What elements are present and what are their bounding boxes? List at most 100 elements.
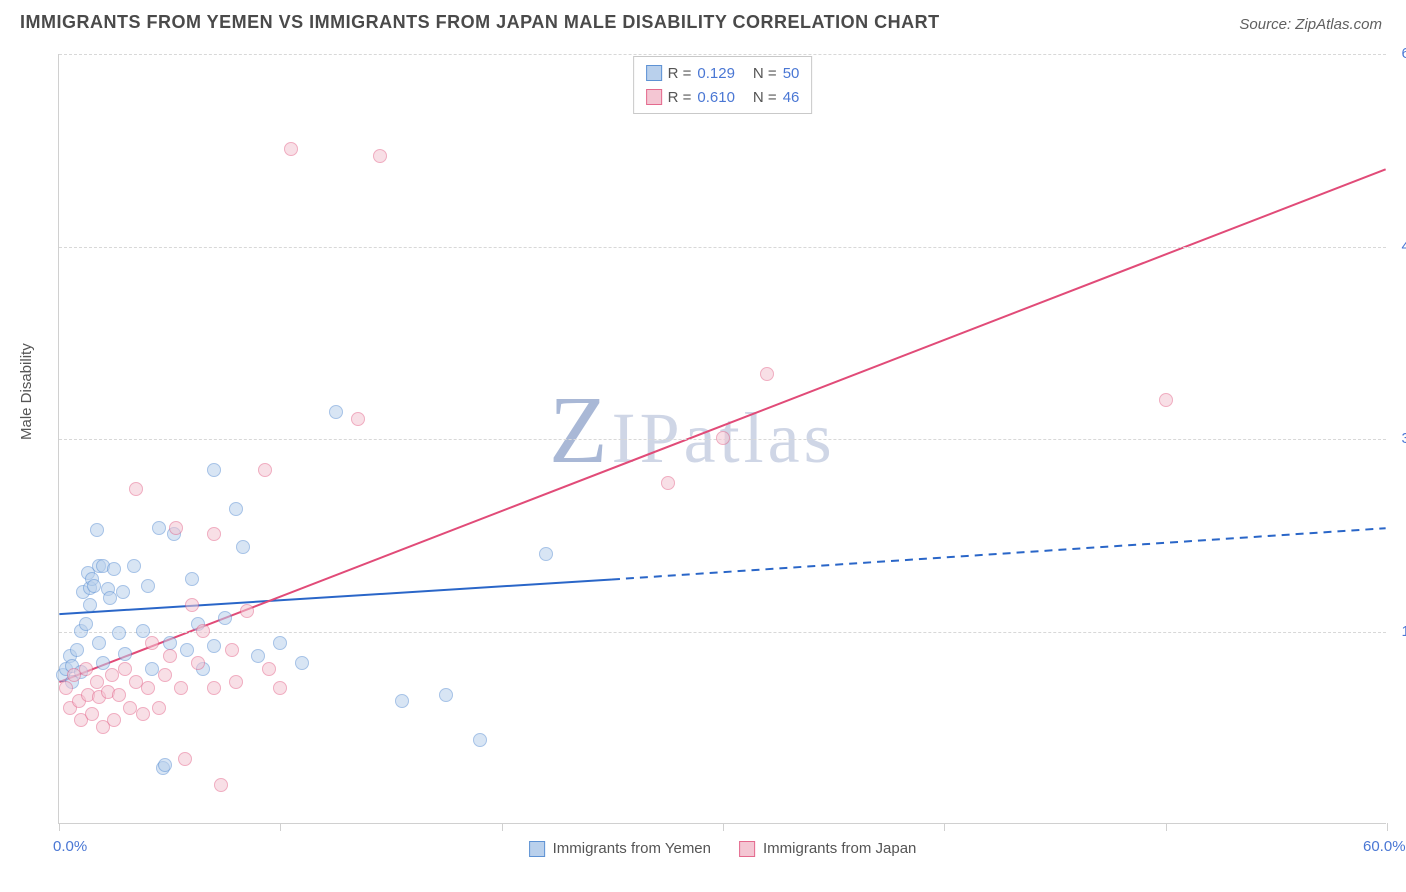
source-label: Source: [1239,16,1291,33]
data-point [351,412,365,426]
data-point [105,668,119,682]
data-point [70,643,84,657]
data-point [329,405,343,419]
data-point [185,572,199,586]
data-point [207,463,221,477]
legend-swatch [529,841,545,857]
data-point [236,540,250,554]
data-point [83,598,97,612]
y-tick-label: 60.0% [1394,45,1406,62]
x-tick [502,823,503,831]
data-point [163,649,177,663]
x-tick [1387,823,1388,831]
data-point [92,636,106,650]
grid-line-horizontal [59,54,1386,55]
data-point [85,707,99,721]
data-point [116,585,130,599]
y-axis-label: Male Disability [18,343,35,440]
data-point [118,662,132,676]
y-tick-label: 30.0% [1394,430,1406,447]
source-name: ZipAtlas.com [1295,16,1382,33]
legend-series-item: Immigrants from Japan [739,840,916,857]
data-point [473,733,487,747]
data-point [180,643,194,657]
data-point [214,778,228,792]
data-point [90,523,104,537]
data-point [284,142,298,156]
data-point [295,656,309,670]
data-point [152,701,166,715]
data-point [539,547,553,561]
legend-swatch [739,841,755,857]
data-point [178,752,192,766]
legend-series-item: Immigrants from Yemen [529,840,711,857]
watermark-z: Z [549,376,612,483]
data-point [395,694,409,708]
legend-r-value: 0.610 [697,89,735,106]
source-citation: Source: ZipAtlas.com [1239,16,1382,33]
data-point [439,688,453,702]
data-point [207,639,221,653]
regression-line-extrapolated [612,528,1386,579]
x-tick [280,823,281,831]
x-tick [723,823,724,831]
data-point [123,701,137,715]
data-point [79,617,93,631]
data-point [103,591,117,605]
grid-line-horizontal [59,632,1386,633]
data-point [262,662,276,676]
legend-series: Immigrants from Yemen Immigrants from Jap… [529,840,917,857]
data-point [1159,393,1173,407]
x-tick-label: 0.0% [53,838,87,855]
data-point [145,636,159,650]
x-tick [944,823,945,831]
data-point [141,681,155,695]
chart-title: IMMIGRANTS FROM YEMEN VS IMMIGRANTS FROM… [20,12,940,33]
watermark: ZIPatlas [549,374,836,485]
legend-stat-row: R = 0.129N = 50 [646,61,800,85]
legend-stat-row: R = 0.610N = 46 [646,85,800,109]
legend-r-value: 0.129 [697,65,735,82]
x-tick [1166,823,1167,831]
data-point [251,649,265,663]
data-point [185,598,199,612]
data-point [169,521,183,535]
grid-line-horizontal [59,247,1386,248]
data-point [191,656,205,670]
data-point [207,527,221,541]
data-point [87,579,101,593]
data-point [273,636,287,650]
data-point [158,668,172,682]
data-point [218,611,232,625]
data-point [118,647,132,661]
data-point [373,149,387,163]
data-point [112,688,126,702]
data-point [96,656,110,670]
data-point [112,626,126,640]
legend-series-label: Immigrants from Yemen [553,840,711,857]
data-point [127,559,141,573]
data-point [141,579,155,593]
data-point [136,624,150,638]
legend-r-label: R = [668,89,692,106]
data-point [716,431,730,445]
data-point [79,662,93,676]
data-point [145,662,159,676]
y-tick-label: 45.0% [1394,238,1406,255]
data-point [273,681,287,695]
data-point [107,713,121,727]
data-point [229,502,243,516]
data-point [158,758,172,772]
data-point [129,482,143,496]
data-point [760,367,774,381]
legend-n-label: N = [753,89,777,106]
data-point [59,681,73,695]
data-point [240,604,254,618]
data-point [229,675,243,689]
legend-r-label: R = [668,65,692,82]
x-tick [59,823,60,831]
data-point [225,643,239,657]
legend-n-label: N = [753,65,777,82]
data-point [196,624,210,638]
data-point [258,463,272,477]
